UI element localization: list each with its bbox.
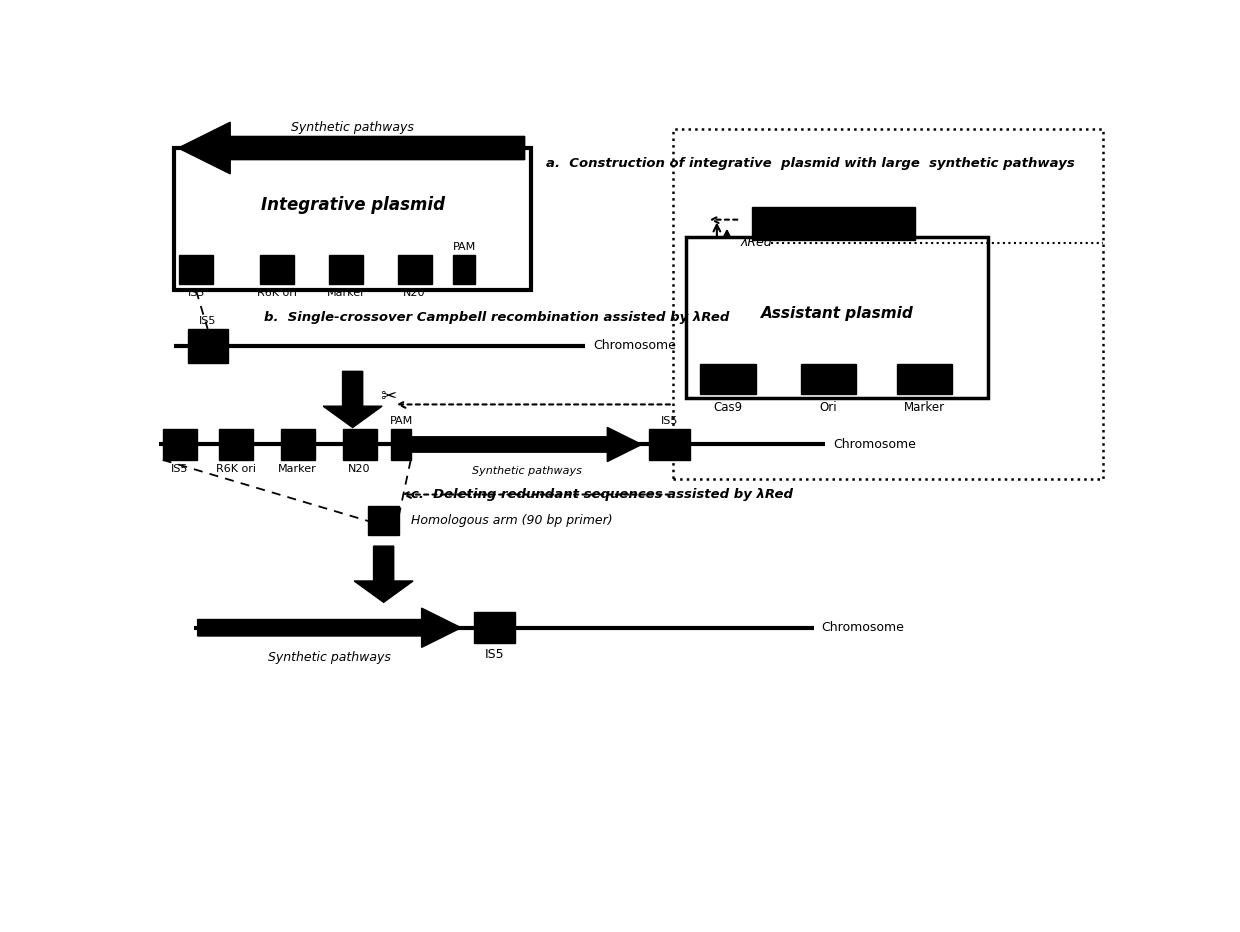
Polygon shape [197, 608, 461, 648]
Text: IS5: IS5 [198, 316, 217, 326]
Bar [187, 329, 228, 363]
Text: Homologous arm (90 bp primer): Homologous arm (90 bp primer) [410, 514, 613, 528]
Bar [801, 363, 857, 394]
Text: Chromosome: Chromosome [593, 339, 676, 352]
Text: a.  Construction of integrative  plasmid with large  synthetic pathways: a. Construction of integrative plasmid w… [547, 157, 1075, 170]
Text: Synthetic pathways: Synthetic pathways [268, 651, 391, 664]
Text: Ori: Ori [820, 402, 837, 415]
Bar [342, 429, 377, 459]
Bar [897, 363, 952, 394]
Text: Cas9: Cas9 [713, 402, 743, 415]
Text: N20: N20 [348, 464, 371, 474]
Text: Assistant plasmid: Assistant plasmid [760, 306, 914, 322]
Text: R6K ori: R6K ori [216, 464, 255, 474]
Text: c.  Deleting redundant sequences assisted by λRed: c. Deleting redundant sequences assisted… [410, 488, 792, 501]
Bar [392, 429, 410, 459]
Polygon shape [355, 546, 413, 602]
Bar [218, 429, 253, 459]
Text: Marker: Marker [327, 288, 366, 298]
Bar [672, 129, 1102, 479]
Text: Chromosome: Chromosome [833, 438, 916, 451]
Bar [162, 429, 197, 459]
Text: PAM: PAM [453, 242, 476, 252]
Text: IS5: IS5 [171, 464, 188, 474]
Polygon shape [179, 122, 525, 174]
Text: IS5: IS5 [187, 288, 205, 298]
Text: Marker: Marker [904, 402, 945, 415]
Bar [474, 612, 515, 643]
Text: Synthetic pathways: Synthetic pathways [291, 121, 414, 134]
Text: Integrative plasmid: Integrative plasmid [260, 196, 445, 214]
Text: Chromosome: Chromosome [821, 622, 904, 635]
Bar [650, 429, 689, 459]
Bar [179, 255, 213, 284]
Bar [280, 429, 315, 459]
Text: b.  Single-crossover Campbell recombination assisted by λRed: b. Single-crossover Campbell recombinati… [263, 311, 729, 324]
Text: Synthetic pathways: Synthetic pathways [472, 466, 582, 476]
Text: IS5: IS5 [485, 648, 505, 661]
Bar [368, 506, 399, 535]
Bar [686, 237, 988, 398]
Text: PAM: PAM [389, 416, 413, 426]
Bar [398, 255, 432, 284]
Bar [454, 255, 475, 284]
Text: N20: N20 [403, 288, 425, 298]
Text: ✂: ✂ [379, 387, 396, 406]
Polygon shape [412, 428, 642, 461]
Polygon shape [324, 371, 382, 428]
Text: IS5: IS5 [661, 416, 678, 426]
Text: λRed: λRed [740, 236, 771, 249]
Text: R6K ori: R6K ori [257, 288, 296, 298]
Text: Marker: Marker [278, 464, 317, 474]
Bar [259, 255, 294, 284]
Bar [699, 363, 755, 394]
Bar [751, 207, 915, 240]
Bar [175, 148, 531, 291]
Bar [330, 255, 363, 284]
